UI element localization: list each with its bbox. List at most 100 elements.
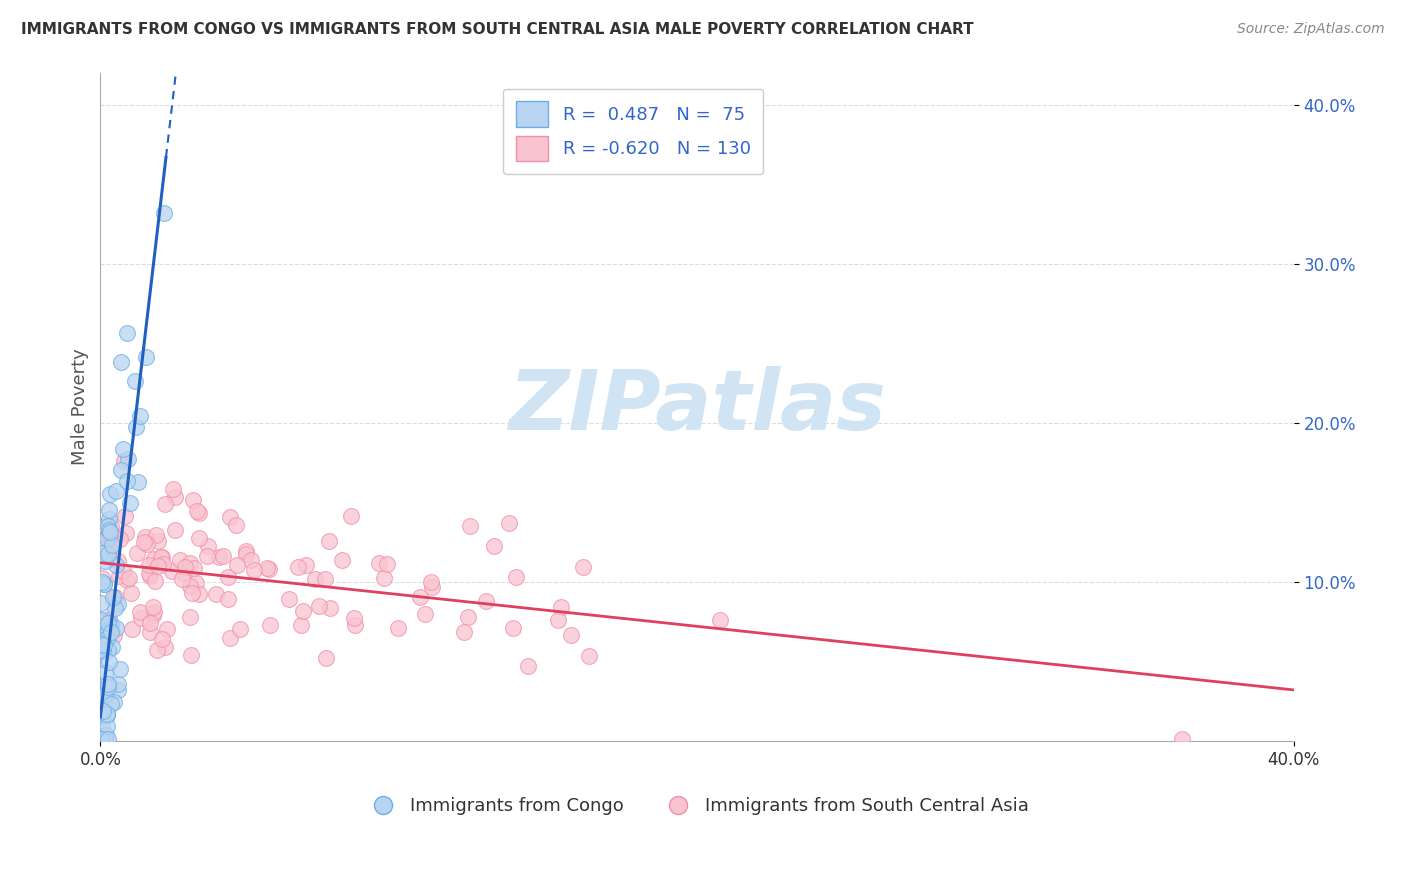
Point bbox=[318, 534, 340, 549]
Point bbox=[98, 512, 121, 526]
Point bbox=[91, 732, 114, 747]
Point bbox=[90, 637, 112, 651]
Point bbox=[169, 553, 191, 567]
Point bbox=[287, 560, 309, 574]
Point bbox=[150, 550, 173, 565]
Point bbox=[97, 732, 120, 747]
Point bbox=[217, 570, 239, 584]
Point bbox=[97, 656, 120, 670]
Point bbox=[319, 601, 342, 615]
Point bbox=[315, 650, 337, 665]
Point bbox=[105, 483, 128, 498]
Point bbox=[90, 732, 112, 747]
Point bbox=[257, 562, 280, 576]
Point bbox=[105, 621, 128, 635]
Point bbox=[98, 612, 121, 626]
Point bbox=[229, 623, 252, 637]
Point bbox=[100, 618, 122, 632]
Point bbox=[101, 538, 124, 552]
Point bbox=[115, 525, 138, 540]
Point bbox=[90, 732, 112, 747]
Point bbox=[94, 693, 117, 707]
Point bbox=[243, 563, 266, 577]
Point bbox=[120, 586, 142, 600]
Point bbox=[117, 573, 139, 587]
Point bbox=[413, 607, 436, 621]
Point bbox=[572, 560, 595, 574]
Point bbox=[94, 688, 117, 702]
Point bbox=[96, 706, 118, 721]
Point bbox=[292, 604, 315, 618]
Point bbox=[121, 622, 143, 636]
Point bbox=[94, 519, 117, 533]
Text: IMMIGRANTS FROM CONGO VS IMMIGRANTS FROM SOUTH CENTRAL ASIA MALE POVERTY CORRELA: IMMIGRANTS FROM CONGO VS IMMIGRANTS FROM… bbox=[21, 22, 974, 37]
Point bbox=[547, 613, 569, 627]
Point bbox=[235, 544, 257, 558]
Point bbox=[135, 350, 157, 364]
Point bbox=[183, 561, 205, 575]
Point bbox=[1171, 732, 1194, 747]
Point bbox=[186, 504, 208, 518]
Point bbox=[453, 624, 475, 639]
Point bbox=[104, 591, 127, 605]
Point bbox=[195, 549, 218, 563]
Point bbox=[94, 728, 117, 742]
Point bbox=[502, 621, 524, 635]
Point bbox=[104, 600, 127, 615]
Point bbox=[458, 519, 481, 533]
Point bbox=[97, 677, 120, 691]
Point bbox=[150, 549, 173, 564]
Point bbox=[162, 482, 184, 496]
Point bbox=[108, 532, 131, 546]
Point bbox=[219, 631, 242, 645]
Point bbox=[107, 554, 129, 568]
Point bbox=[181, 493, 204, 508]
Point bbox=[128, 605, 150, 619]
Point bbox=[256, 561, 278, 575]
Point bbox=[114, 508, 136, 523]
Point bbox=[117, 451, 139, 466]
Point bbox=[409, 591, 432, 605]
Point bbox=[100, 544, 122, 558]
Point bbox=[304, 572, 326, 586]
Point bbox=[290, 618, 312, 632]
Point bbox=[163, 490, 186, 504]
Point bbox=[96, 531, 118, 545]
Point bbox=[110, 355, 132, 369]
Point bbox=[387, 621, 409, 635]
Point bbox=[146, 643, 169, 657]
Point bbox=[108, 569, 131, 583]
Point bbox=[90, 732, 112, 747]
Point bbox=[107, 597, 129, 611]
Point bbox=[180, 585, 202, 599]
Point bbox=[505, 570, 527, 584]
Point bbox=[103, 695, 125, 709]
Point bbox=[93, 638, 115, 652]
Point bbox=[145, 528, 167, 542]
Point bbox=[150, 632, 173, 646]
Point bbox=[179, 556, 201, 570]
Point bbox=[90, 708, 112, 723]
Point bbox=[96, 665, 118, 680]
Point bbox=[142, 605, 165, 619]
Point bbox=[97, 519, 120, 533]
Point bbox=[217, 591, 239, 606]
Point bbox=[105, 558, 128, 573]
Point bbox=[188, 531, 211, 545]
Point bbox=[560, 628, 582, 642]
Point bbox=[550, 599, 572, 614]
Point bbox=[188, 587, 211, 601]
Point bbox=[142, 608, 165, 623]
Point bbox=[98, 503, 121, 517]
Point bbox=[208, 549, 231, 564]
Point bbox=[143, 574, 166, 588]
Point bbox=[112, 454, 135, 468]
Point bbox=[110, 463, 132, 477]
Point bbox=[367, 556, 389, 570]
Point bbox=[138, 616, 160, 631]
Point bbox=[100, 524, 122, 539]
Point bbox=[125, 420, 148, 434]
Point bbox=[457, 610, 479, 624]
Point bbox=[90, 732, 112, 747]
Point bbox=[90, 644, 112, 658]
